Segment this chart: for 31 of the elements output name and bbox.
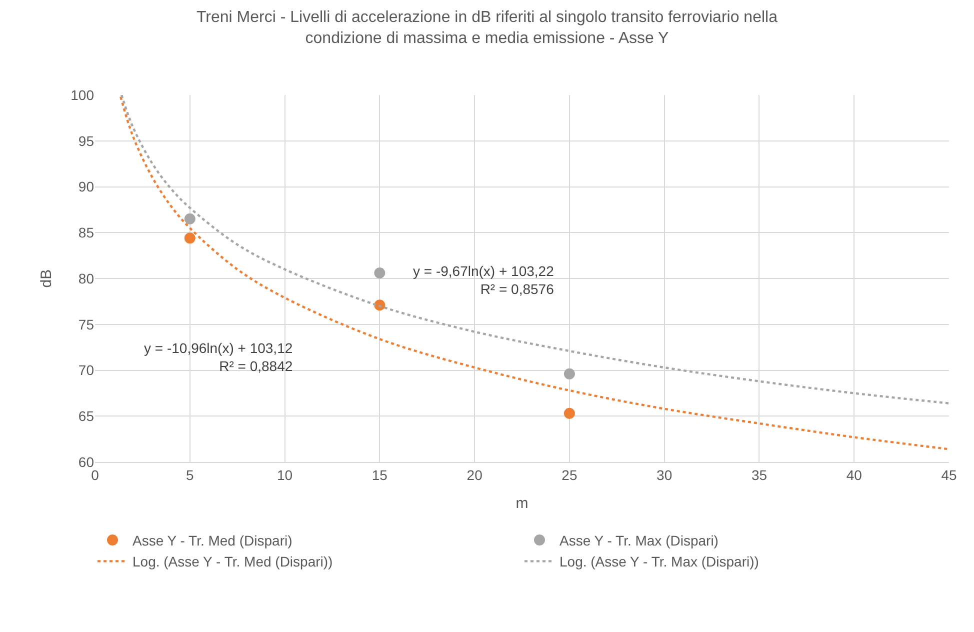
y-tick-label: 75 xyxy=(78,316,94,332)
legend-label: Asse Y - Tr. Max (Dispari) xyxy=(560,532,718,548)
point xyxy=(374,268,386,278)
point xyxy=(184,232,196,244)
y-tick-label: 100 xyxy=(70,86,94,103)
x-tick-label: 15 xyxy=(372,466,388,483)
legend-label: Log. (Asse Y - Tr. Max (Dispari)) xyxy=(560,554,759,570)
x-tick-label: 30 xyxy=(656,466,672,483)
y-tick-label: 65 xyxy=(78,408,94,424)
x-axis-title: m xyxy=(516,494,528,512)
x-tick-label: 25 xyxy=(562,466,578,483)
x-tick-label: 10 xyxy=(276,466,293,483)
annotation: y = -10,96ln(x) + 103,12 R² = 0,8842 xyxy=(144,340,293,374)
point xyxy=(184,213,196,224)
point xyxy=(564,368,575,380)
legend-label: Asse Y - Tr. Med (Dispari) xyxy=(132,532,292,548)
y-tick-label: 95 xyxy=(78,132,94,149)
x-tick-label: 20 xyxy=(466,466,483,483)
point xyxy=(564,408,575,419)
legend-label: Log. (Asse Y - Tr. Med (Dispari)) xyxy=(132,554,333,570)
y-axis-title: dB xyxy=(38,269,55,288)
y-tick-label: 70 xyxy=(78,362,94,378)
x-tick-label: 40 xyxy=(846,466,862,483)
x-tick-label: 45 xyxy=(941,466,957,483)
x-tick-label: 35 xyxy=(751,466,768,483)
x-tick-label: 5 xyxy=(186,466,194,483)
y-tick-label: 90 xyxy=(78,178,94,195)
y-tick-label: 80 xyxy=(78,270,94,286)
annotation: y = -9,67ln(x) + 103,22 R² = 0,8576 xyxy=(413,263,554,298)
y-tick-label: 85 xyxy=(78,224,94,241)
chart-title: Treni Merci - Livelli di accelerazione in dB riferiti al singolo transito ferroviario nella condizione di massima e media emissione - Asse Y xyxy=(196,9,778,47)
